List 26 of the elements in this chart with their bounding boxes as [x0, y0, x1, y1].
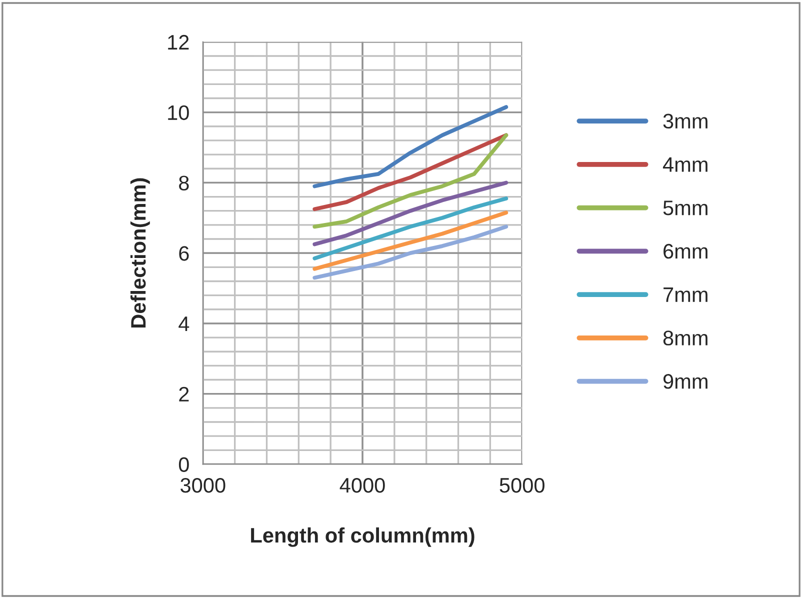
y-axis-title: Deflection(mm): [130, 178, 150, 328]
y-tick-label: 10: [168, 105, 189, 120]
x-tick-label: 4000: [340, 478, 385, 493]
y-tick-label: 8: [179, 176, 189, 190]
x-tick-label: 5000: [500, 478, 544, 493]
y-tick-label: 4: [178, 316, 190, 332]
y-tick-label: 12: [168, 34, 189, 50]
line-series: [312, 210, 508, 271]
legend-label: 6mm: [664, 244, 708, 259]
legend-label: 9mm: [663, 374, 708, 389]
x-tick-label: 3000: [180, 478, 226, 493]
line-series: [312, 180, 508, 246]
line-series: [312, 105, 508, 188]
legend-label: 7mm: [664, 288, 708, 302]
line-series: [312, 133, 508, 212]
line-series: [312, 224, 508, 280]
legend-label: 5mm: [663, 200, 708, 216]
y-tick-label: 6: [179, 246, 189, 261]
line-series: [312, 196, 508, 260]
x-axis-title: Length of column(mm): [251, 527, 474, 547]
legend-label: 4mm: [662, 157, 708, 172]
legend-label: 3mm: [663, 114, 708, 129]
y-tick-label: 0: [178, 457, 189, 472]
legend-label: 8mm: [663, 330, 708, 346]
line-series: [312, 133, 508, 229]
y-tick-label: 2: [179, 386, 189, 402]
